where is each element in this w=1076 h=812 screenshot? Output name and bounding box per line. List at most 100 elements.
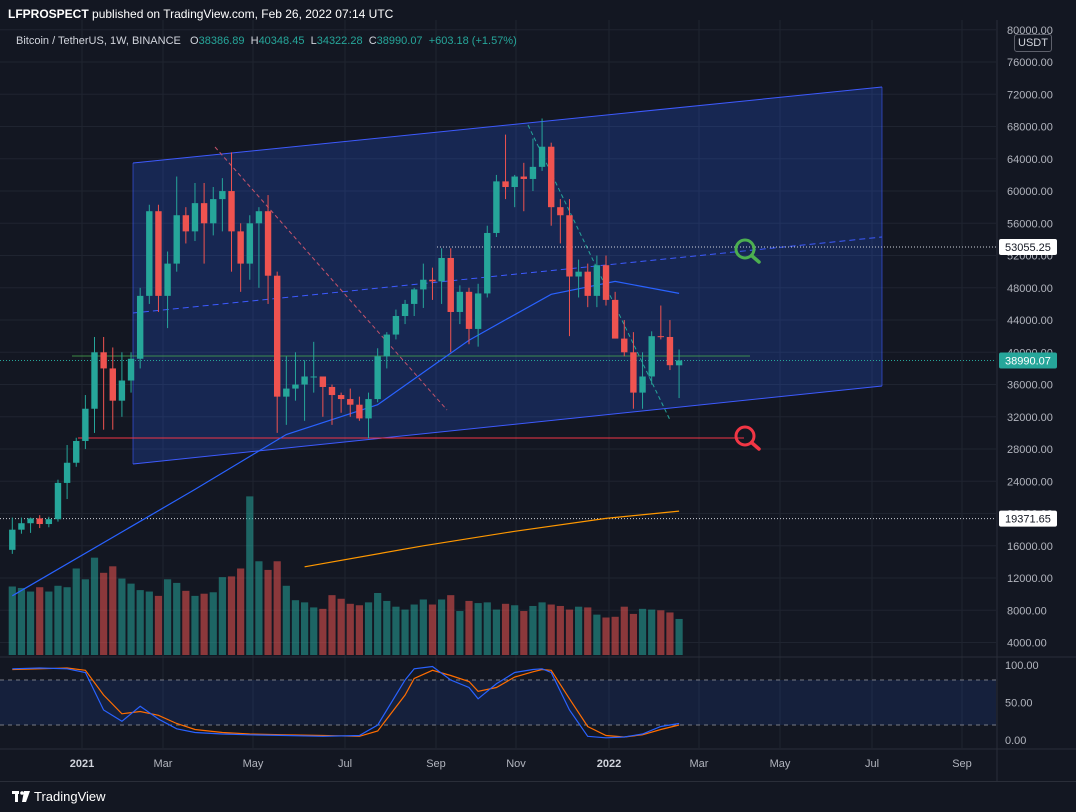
candle-body: [319, 376, 327, 387]
volume-bar: [346, 603, 354, 655]
volume-bar: [191, 595, 199, 655]
zoom-lens: [734, 425, 756, 447]
candle-body: [438, 257, 445, 282]
volume-bar: [300, 602, 309, 655]
volume-bar: [593, 614, 601, 655]
stoch-k-line: [12, 665, 680, 739]
candle-body: [593, 265, 601, 296]
candle-body: [36, 518, 43, 525]
volume-bar: [45, 591, 53, 655]
low-value: 34322.28: [316, 35, 363, 47]
volume-bar: [456, 611, 464, 655]
candle-body: [91, 352, 98, 409]
symbol-label[interactable]: Bitcoin / TetherUS, 1W, BINANCE: [16, 35, 181, 47]
candle-body: [9, 529, 16, 550]
volume-bar: [127, 583, 135, 655]
candle-body: [219, 191, 226, 200]
candle-body: [511, 176, 518, 188]
volume-bar: [310, 607, 318, 655]
candle-body: [273, 275, 281, 397]
candle-body: [401, 303, 409, 317]
candle-body: [127, 358, 135, 381]
price-axis-label: 32000.00: [1007, 412, 1053, 424]
green-zoom-icon: [734, 238, 761, 264]
low-label: L: [310, 35, 317, 47]
volume-bar: [163, 579, 172, 655]
footer-brand[interactable]: TradingView: [34, 789, 106, 804]
price-axis-label: 60000.00: [1007, 186, 1053, 198]
volume-bar: [401, 609, 409, 655]
zoom-handle: [749, 253, 761, 264]
currency-button[interactable]: USDT: [1014, 34, 1052, 52]
volume-bar: [145, 591, 153, 655]
candle-body: [283, 388, 290, 397]
volume-bar: [437, 599, 446, 655]
candle-body: [538, 146, 546, 167]
candle-body: [611, 299, 619, 339]
price-tag-box: [999, 352, 1057, 369]
publisher-name[interactable]: LFPROSPECT: [8, 7, 89, 21]
volume-bar: [556, 605, 564, 655]
price-axis-label: 28000.00: [1007, 444, 1053, 456]
volume-bar: [465, 600, 473, 655]
price-axis-label: 44000.00: [1007, 315, 1053, 327]
candle-body: [557, 207, 564, 216]
candle-body: [374, 356, 381, 400]
volume-bar: [492, 609, 501, 655]
candle-body: [347, 399, 354, 405]
time-axis-label: Jul: [338, 758, 352, 770]
candle-body: [410, 289, 418, 304]
open-value: 38386.89: [198, 35, 245, 47]
candle-body: [474, 293, 482, 329]
time-axis-label: Nov: [506, 758, 526, 770]
volume-bar: [374, 592, 382, 655]
downtrend-line-1: [214, 146, 448, 411]
candle-body: [200, 203, 208, 224]
candle-body: [228, 191, 235, 232]
candle-body: [639, 376, 646, 393]
price-axis-label: 68000.00: [1007, 122, 1053, 134]
footer-bar: TradingView: [0, 781, 1076, 812]
time-axis-label: Jul: [865, 758, 879, 770]
candle-body: [383, 334, 390, 357]
candle-body: [146, 211, 153, 296]
candle-body: [502, 181, 509, 188]
candle-body: [246, 223, 253, 264]
price-axis-label: 8000.00: [1007, 605, 1047, 617]
price-tag-label: 19371.65: [1005, 514, 1051, 526]
volume-bar: [355, 605, 363, 655]
tradingview-logo-icon: [12, 791, 30, 802]
volume-bar: [474, 603, 482, 655]
volume-bar: [209, 592, 217, 655]
candle-body: [648, 336, 655, 377]
time-axis-label: May: [770, 758, 791, 770]
volume-bar: [447, 595, 455, 655]
price-axis-label: 36000.00: [1007, 380, 1053, 392]
time-axis-label: Sep: [952, 758, 972, 770]
price-tag-box: [999, 510, 1057, 527]
stoch-axis-label: 0.00: [1005, 735, 1026, 747]
price-axis-label: 12000.00: [1007, 573, 1053, 585]
volume-bar: [273, 561, 281, 655]
candle-body: [100, 352, 107, 369]
candle-body: [456, 291, 464, 312]
candle-body: [529, 166, 537, 179]
volume-bar: [538, 602, 546, 655]
time-axis-label: Mar: [154, 758, 173, 770]
volume-bar: [100, 572, 108, 655]
candle-body: [657, 336, 665, 338]
candle-body: [310, 376, 317, 378]
candle-body: [602, 265, 610, 300]
volume-bar: [8, 586, 16, 655]
volume-bar: [26, 591, 35, 655]
time-axis-label: Mar: [690, 758, 709, 770]
publish-header: LFPROSPECT published on TradingView.com,…: [8, 7, 393, 21]
channel-fill: [133, 87, 882, 464]
candle-body: [182, 215, 190, 232]
time-axis-label: 2022: [597, 758, 621, 770]
volume-bar: [227, 576, 236, 655]
candle-body: [484, 232, 491, 294]
volume-bar: [419, 599, 427, 655]
volume-bar: [136, 590, 144, 655]
